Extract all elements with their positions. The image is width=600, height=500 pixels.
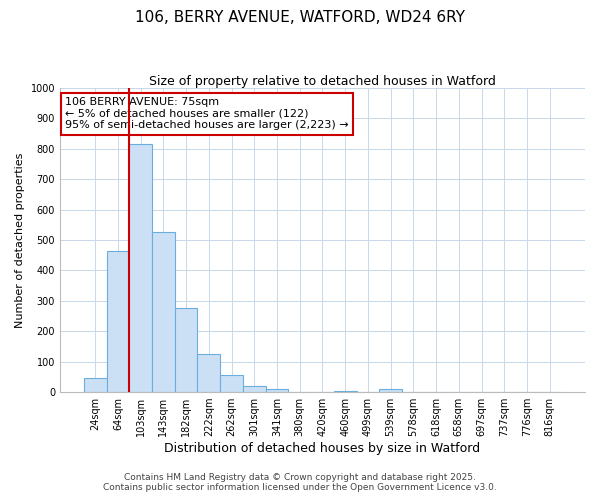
Y-axis label: Number of detached properties: Number of detached properties: [15, 152, 25, 328]
Bar: [107, 250, 129, 392]
Bar: [266, 389, 289, 392]
Text: 106, BERRY AVENUE, WATFORD, WD24 6RY: 106, BERRY AVENUE, WATFORD, WD24 6RY: [135, 10, 465, 25]
Title: Size of property relative to detached houses in Watford: Size of property relative to detached ho…: [149, 75, 496, 88]
Bar: [175, 308, 197, 392]
Bar: [197, 354, 220, 392]
Bar: [84, 378, 107, 392]
X-axis label: Distribution of detached houses by size in Watford: Distribution of detached houses by size …: [164, 442, 481, 455]
Bar: [152, 232, 175, 392]
Bar: [129, 144, 152, 392]
Bar: [220, 376, 243, 392]
Bar: [379, 389, 402, 392]
Bar: [243, 386, 266, 392]
Bar: [334, 390, 356, 392]
Text: Contains HM Land Registry data © Crown copyright and database right 2025.
Contai: Contains HM Land Registry data © Crown c…: [103, 473, 497, 492]
Text: 106 BERRY AVENUE: 75sqm
← 5% of detached houses are smaller (122)
95% of semi-de: 106 BERRY AVENUE: 75sqm ← 5% of detached…: [65, 97, 349, 130]
